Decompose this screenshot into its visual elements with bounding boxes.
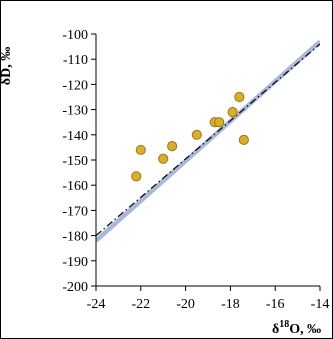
data-point-5 <box>191 129 202 140</box>
y-tick-label--140: -140 <box>62 129 88 144</box>
y-tick-label--180: -180 <box>62 230 88 245</box>
data-point-9 <box>234 91 245 103</box>
data-point-3 <box>158 153 169 164</box>
x-tick-label--18: -18 <box>221 297 240 312</box>
plot-area <box>96 39 320 243</box>
y-tick-label--100: -100 <box>62 28 88 43</box>
y-tick-label--120: -120 <box>62 78 88 93</box>
data-point-7 <box>214 117 225 128</box>
y-tick-label--200: -200 <box>62 280 88 295</box>
data-point-8 <box>227 107 238 118</box>
y-tick-label--190: -190 <box>62 255 88 270</box>
x-axis-title: δ18O, ‰ <box>272 319 321 337</box>
y-tick-label--130: -130 <box>62 104 88 119</box>
y-tick-label--160: -160 <box>62 179 88 194</box>
x-tick-label--16: -16 <box>266 297 285 312</box>
x-axis-title-suffix: O, ‰ <box>289 322 321 337</box>
x-tick-label--22: -22 <box>131 297 150 312</box>
axes: -100 -110 -120 -130 -140 -150 -160 -170 -180 -190… <box>62 28 329 312</box>
data-point-10 <box>238 134 249 145</box>
x-tick-label--14: -14 <box>311 297 330 312</box>
y-tick-label--170: -170 <box>62 204 88 219</box>
trend-line-3 <box>96 43 320 237</box>
y-tick-label--150: -150 <box>62 154 88 169</box>
x-tick-label--24: -24 <box>87 297 106 312</box>
data-point-4 <box>167 141 178 152</box>
x-axis-title-superscript: 18 <box>279 319 289 330</box>
x-tick-label--20: -20 <box>176 297 195 312</box>
x-axis-title-prefix: δ <box>272 322 279 337</box>
trend-line-2 <box>96 39 320 243</box>
y-axis-title: δD, ‰ <box>0 47 14 85</box>
data-point-2 <box>135 144 146 156</box>
y-tick-label--110: -110 <box>63 53 88 68</box>
data-point-1 <box>131 171 142 182</box>
